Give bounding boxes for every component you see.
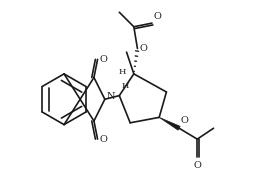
Text: O: O (154, 12, 162, 21)
Text: O: O (99, 135, 107, 144)
Text: O: O (193, 161, 201, 170)
Text: H: H (121, 82, 129, 90)
Text: O: O (139, 44, 147, 53)
Polygon shape (159, 117, 180, 130)
Text: N: N (107, 92, 115, 101)
Text: O: O (99, 55, 107, 64)
Text: H: H (118, 68, 126, 76)
Text: O: O (181, 116, 189, 125)
